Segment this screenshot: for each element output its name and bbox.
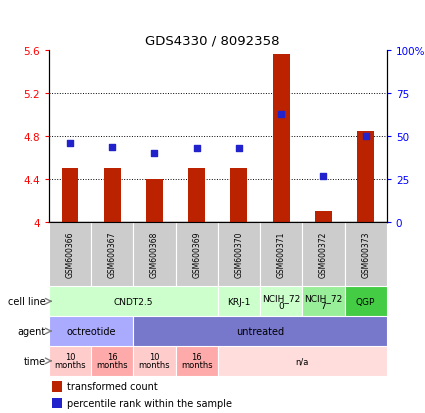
Text: KRJ-1: KRJ-1	[227, 297, 251, 306]
Text: GSM600372: GSM600372	[319, 231, 328, 278]
Bar	[91, 346, 133, 376]
Bar	[345, 223, 387, 287]
Bar	[273, 55, 289, 223]
Text: octreotide: octreotide	[66, 326, 116, 336]
Point	[151, 151, 158, 157]
Point	[320, 173, 327, 180]
Bar	[176, 223, 218, 287]
Bar	[49, 316, 133, 346]
Text: 16
months: 16 months	[96, 353, 128, 369]
Bar	[260, 287, 302, 316]
Bar	[52, 381, 62, 392]
Text: GSM600371: GSM600371	[277, 231, 286, 278]
Text: GSM600366: GSM600366	[65, 231, 74, 278]
Bar	[357, 132, 374, 223]
Point	[67, 140, 74, 147]
Bar	[218, 223, 260, 287]
Text: GSM600370: GSM600370	[235, 231, 244, 278]
Point	[362, 134, 369, 140]
Bar	[188, 169, 205, 223]
Text: GSM600369: GSM600369	[192, 231, 201, 278]
Text: percentile rank within the sample: percentile rank within the sample	[67, 398, 232, 408]
Bar	[345, 287, 387, 316]
Text: GDS4330 / 8092358: GDS4330 / 8092358	[145, 34, 280, 47]
Text: NCIH_72
7: NCIH_72 7	[304, 293, 343, 310]
Bar	[133, 223, 176, 287]
Bar	[315, 212, 332, 223]
Bar	[62, 169, 79, 223]
Point	[193, 146, 200, 152]
Text: GSM600368: GSM600368	[150, 231, 159, 278]
Bar	[302, 287, 345, 316]
Text: 10
months: 10 months	[54, 353, 86, 369]
Bar	[230, 169, 247, 223]
Bar	[176, 346, 218, 376]
Point	[235, 146, 242, 152]
Bar	[49, 287, 218, 316]
Text: GSM600373: GSM600373	[361, 231, 370, 278]
Text: agent: agent	[18, 326, 46, 336]
Bar	[302, 223, 345, 287]
Point	[109, 144, 116, 150]
Text: CNDT2.5: CNDT2.5	[113, 297, 153, 306]
Bar	[49, 223, 91, 287]
Point	[278, 112, 285, 118]
Text: n/a: n/a	[296, 356, 309, 366]
Text: GSM600367: GSM600367	[108, 231, 117, 278]
Bar	[133, 316, 387, 346]
Text: 16
months: 16 months	[181, 353, 212, 369]
Bar	[133, 346, 176, 376]
Text: cell line: cell line	[8, 297, 46, 306]
Text: QGP: QGP	[356, 297, 375, 306]
Bar	[218, 346, 387, 376]
Text: NCIH_72
0: NCIH_72 0	[262, 293, 300, 310]
Text: time: time	[24, 356, 46, 366]
Bar	[91, 223, 133, 287]
Bar	[49, 346, 91, 376]
Bar	[218, 287, 260, 316]
Text: transformed count: transformed count	[67, 382, 158, 392]
Bar	[104, 169, 121, 223]
Bar	[52, 398, 62, 408]
Text: untreated: untreated	[236, 326, 284, 336]
Bar	[146, 180, 163, 223]
Bar	[260, 223, 302, 287]
Text: 10
months: 10 months	[139, 353, 170, 369]
